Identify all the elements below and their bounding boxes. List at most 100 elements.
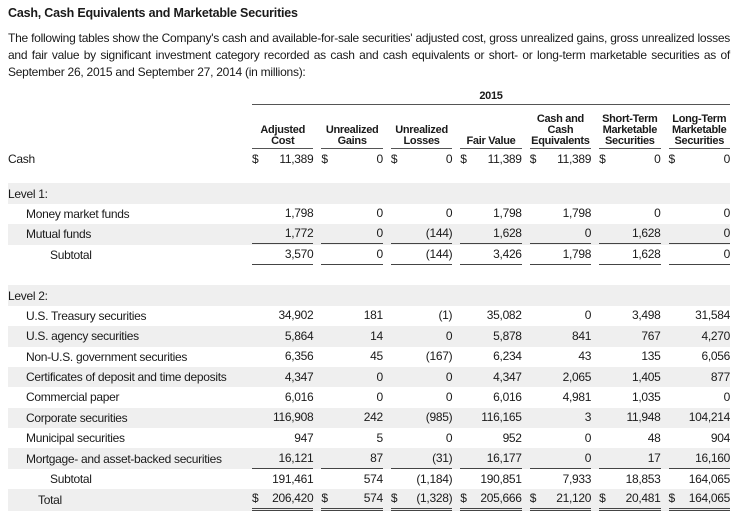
cell-value: 135 xyxy=(641,349,661,364)
cell-value: 31,584 xyxy=(695,308,730,323)
table-row: Mortgage- and asset-backed securities 16,… xyxy=(8,448,730,469)
cell-value: 0 xyxy=(584,430,592,445)
cell-value: 0 xyxy=(723,389,731,404)
table-row: Subtotal 3,570 0 (144) 3,426 1,798 1,628 0 xyxy=(8,245,730,265)
currency-symbol: $ xyxy=(668,151,676,166)
cell-value: 0 xyxy=(445,328,453,343)
cell-value: (167) xyxy=(425,349,453,364)
table-row: Non-U.S. government securities 6,356 45 (16… xyxy=(8,347,730,367)
row-label: Subtotal xyxy=(50,247,92,262)
cell-value: 45 xyxy=(370,349,383,364)
table-row: Money market funds 1,798 0 0 1,798 1,798 0 0 xyxy=(8,204,730,224)
cell-value: (144) xyxy=(425,226,453,241)
cell-value: 574 xyxy=(363,471,383,486)
table-row: U.S. agency securities 5,864 14 0 5,878 841 76… xyxy=(8,326,730,347)
currency-symbol: $ xyxy=(252,151,259,166)
cell-value: 947 xyxy=(294,430,314,445)
row-label: U.S. Treasury securities xyxy=(26,308,147,323)
row-label: Municipal securities xyxy=(26,431,125,446)
cell-value: 5,864 xyxy=(284,328,314,343)
cell-value: 4,347 xyxy=(493,369,522,384)
cell-value: 11,389 xyxy=(487,151,522,166)
cell-value: 1,772 xyxy=(284,226,314,241)
column-header: Adjusted Cost xyxy=(252,125,314,149)
row-label: Cash xyxy=(8,152,35,167)
row-label: Non-U.S. government securities xyxy=(26,349,188,364)
cell-value: 48 xyxy=(647,430,661,445)
table-row: Mutual funds 1,772 0 (144) 1,628 0 1,628 0 xyxy=(8,224,731,245)
year-header: 2015 xyxy=(252,90,730,105)
cell-value: 4,270 xyxy=(701,328,730,343)
cell-value: 0 xyxy=(445,369,453,384)
cell-value: 14 xyxy=(370,328,383,343)
cell-value: 34,902 xyxy=(278,308,314,323)
row-label: Subtotal xyxy=(50,472,92,487)
cell-value: 6,234 xyxy=(493,349,522,364)
cell-value: 0 xyxy=(376,389,383,404)
cell-value: 1,798 xyxy=(284,206,314,221)
cell-value: 3,498 xyxy=(632,308,661,323)
cell-value: 0 xyxy=(584,226,592,241)
cell-value: 0 xyxy=(445,151,453,166)
cell-value: (985) xyxy=(425,410,453,425)
cell-value: 116,908 xyxy=(273,410,314,425)
section-header-row: Level 1: xyxy=(8,183,730,204)
cell-value: 17 xyxy=(647,450,661,465)
cell-value: (31) xyxy=(432,450,453,465)
currency-symbol: $ xyxy=(460,151,467,166)
cell-value: 104,214 xyxy=(688,410,731,425)
cell-value: 0 xyxy=(723,206,731,221)
cell-value: 1,798 xyxy=(493,206,522,221)
cell-value: 767 xyxy=(641,328,661,343)
cell-value: 5 xyxy=(376,430,383,445)
cell-value: 6,056 xyxy=(701,349,730,364)
currency-symbol: $ xyxy=(321,151,328,166)
cell-value: 205,666 xyxy=(480,491,522,506)
cell-value: 0 xyxy=(584,450,592,465)
securities-table: 2015 Adjusted Cost Unrealized Gains Unreal… xyxy=(8,88,731,512)
cell-value: 191,461 xyxy=(272,471,314,486)
cell-value: 11,948 xyxy=(626,410,661,425)
cell-value: 242 xyxy=(363,410,383,425)
cell-value: 6,016 xyxy=(493,389,522,404)
currency-symbol: $ xyxy=(529,151,537,166)
column-header: Short-Term Marketable Securities xyxy=(599,114,661,149)
table-row: Municipal securities 947 5 0 952 0 48 904 xyxy=(8,428,730,448)
cell-value: 2,065 xyxy=(562,369,592,384)
currency-symbol: $ xyxy=(390,151,398,166)
row-label: Level 1: xyxy=(8,186,48,201)
cell-value: 7,933 xyxy=(562,471,592,486)
currency-symbol: $ xyxy=(390,491,398,506)
currency-symbol: $ xyxy=(599,491,606,506)
cell-value: 11,389 xyxy=(557,151,592,166)
cell-value: 0 xyxy=(445,206,453,221)
column-header: Unrealized Losses xyxy=(390,125,453,149)
cell-value: 1,628 xyxy=(632,226,661,241)
cell-value: 20,481 xyxy=(625,491,661,506)
cell-value: 1,405 xyxy=(632,369,661,384)
cell-value: 0 xyxy=(376,226,383,241)
table-row: Corporate securities 116,908 242 (985) 116,1… xyxy=(8,407,731,429)
cell-value: 0 xyxy=(376,246,383,261)
cell-value: 1,628 xyxy=(493,226,522,241)
cell-value: 1,798 xyxy=(562,206,592,221)
column-header: Cash and Cash Equivalents xyxy=(529,113,592,149)
cell-value: 181 xyxy=(363,308,383,323)
cell-value: 3,426 xyxy=(493,246,522,261)
spacer-row xyxy=(8,169,730,183)
cell-value: 0 xyxy=(376,369,383,384)
cell-value: 0 xyxy=(654,206,661,221)
cell-value: 16,121 xyxy=(278,450,314,465)
cell-value: 5,878 xyxy=(493,328,522,343)
cell-value: 35,082 xyxy=(486,308,522,323)
spacer-row xyxy=(8,265,730,285)
cell-value: (1,184) xyxy=(416,471,453,486)
cell-value: 190,851 xyxy=(480,471,522,486)
cell-value: 6,016 xyxy=(284,389,314,404)
cell-value: 4,981 xyxy=(562,389,592,404)
currency-symbol: $ xyxy=(252,491,259,506)
cell-value: 0 xyxy=(723,226,731,241)
cell-value: 0 xyxy=(584,308,592,323)
row-label: Corporate securities xyxy=(26,410,128,425)
cell-value: 1,628 xyxy=(632,246,661,261)
